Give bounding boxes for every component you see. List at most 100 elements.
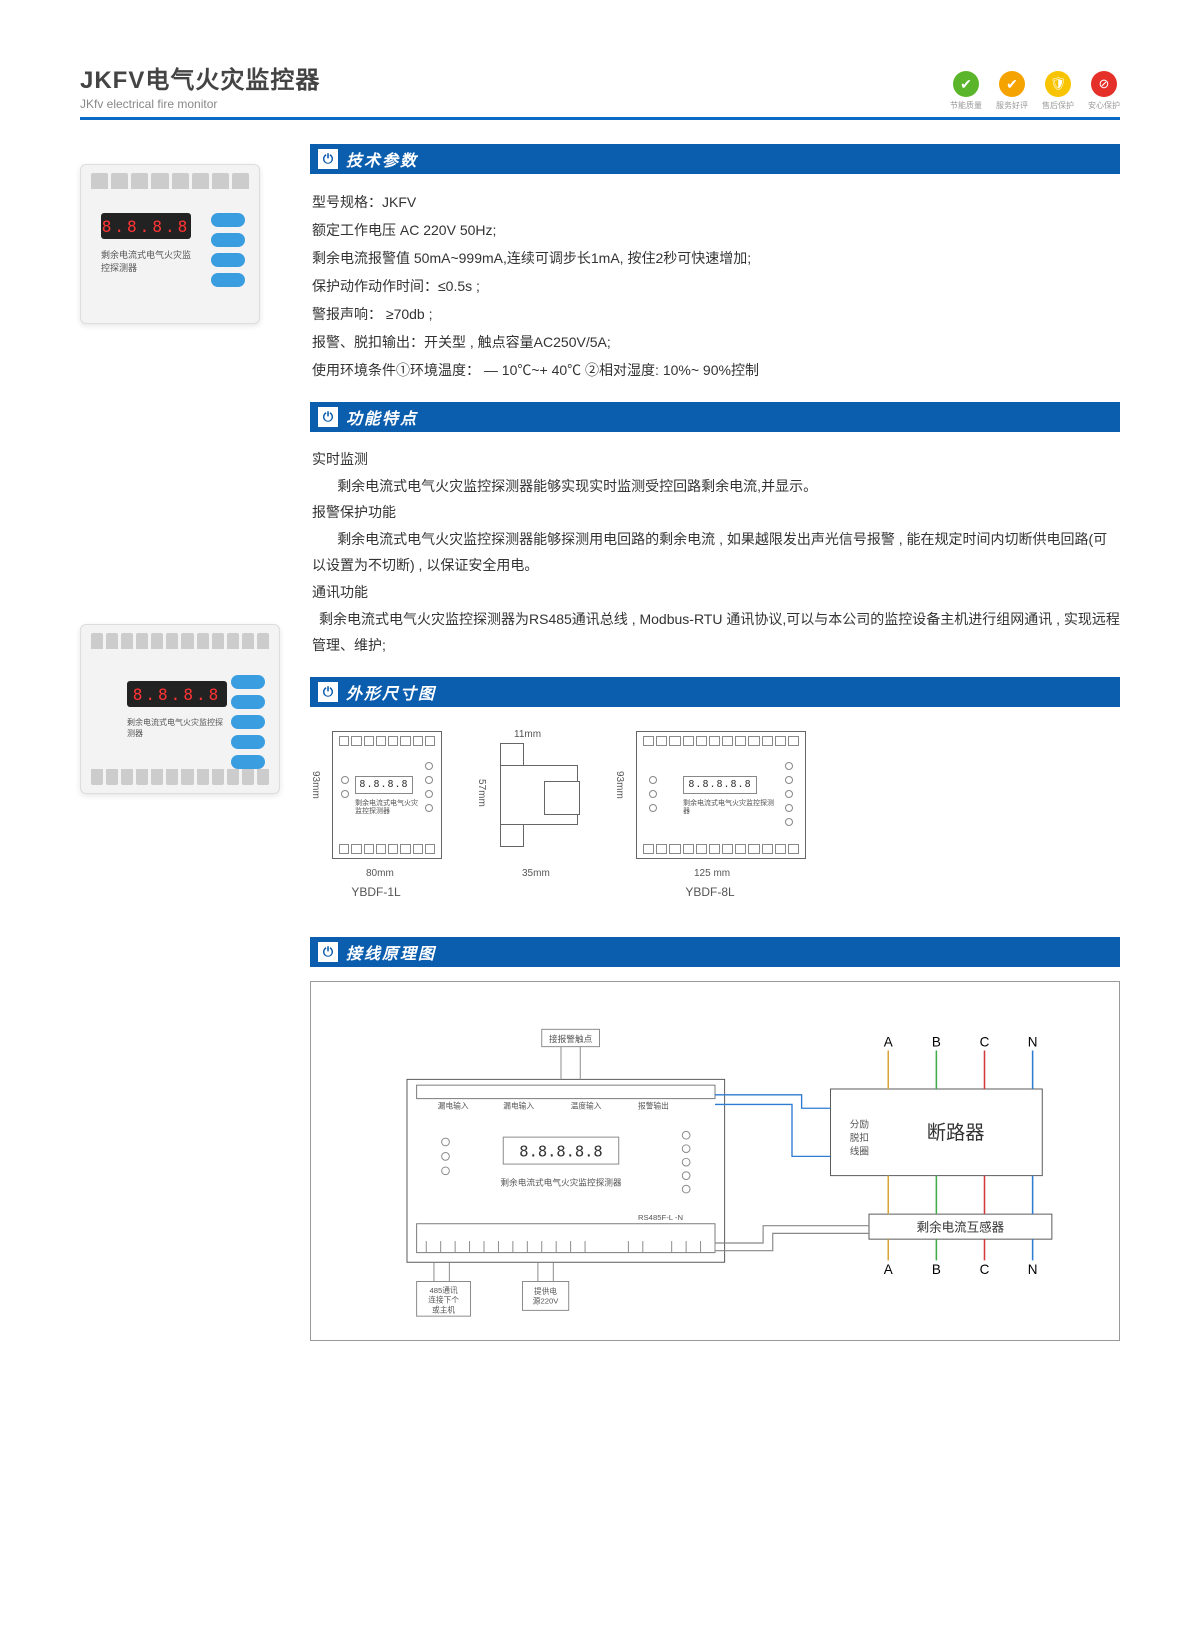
- svg-text:温度输入: 温度输入: [571, 1100, 602, 1110]
- svg-text:报警输出: 报警输出: [638, 1100, 669, 1110]
- svg-text:提供电: 提供电: [534, 1286, 557, 1296]
- dim-side-w: 35mm: [522, 868, 550, 879]
- dim-width: 125 mm: [694, 868, 730, 879]
- badge: ✔ 服务好评: [996, 71, 1028, 111]
- dim-front-2: 8.8.8.8.8 剩余电流式电气火灾监控探测器 9: [614, 731, 806, 899]
- section-title: 外形尺寸图: [346, 680, 436, 704]
- svg-text:C: C: [980, 1034, 990, 1049]
- svg-text:485通讯: 485通讯: [429, 1285, 458, 1295]
- dim-height: 93mm: [614, 771, 625, 799]
- svg-text:N: N: [1028, 1034, 1038, 1049]
- svg-text:B: B: [932, 1262, 941, 1277]
- svg-text:N: N: [1028, 1262, 1038, 1277]
- power-icon: ⏻: [318, 682, 338, 702]
- dim-caption: YBDF-8L: [685, 885, 734, 899]
- svg-text:分励: 分励: [850, 1118, 869, 1130]
- dim-label-text: 剩余电流式电气火灾监控探测器: [355, 800, 419, 817]
- spec-list: 型号规格：JKFV 额定工作电压 AC 220V 50Hz; 剩余电流报警值 5…: [310, 188, 1120, 384]
- feature-heading: 报警保护功能: [312, 499, 1120, 526]
- section-bar-dim: ⏻ 外形尺寸图: [310, 677, 1120, 707]
- dim-display: 8.8.8.8: [355, 776, 413, 794]
- device-label-text: 剩余电流式电气火灾监控探测器: [127, 717, 223, 739]
- feature-heading: 实时监测: [312, 446, 1120, 473]
- device-display: 8.8.8.8: [127, 681, 227, 707]
- badge-icon: 🛡: [1045, 71, 1071, 97]
- badge-label: 售后保护: [1042, 100, 1074, 111]
- spec-line: 型号规格：JKFV: [312, 188, 1120, 216]
- svg-text:剩余电流互感器: 剩余电流互感器: [917, 1219, 1005, 1234]
- badge-row: ✔ 节能质量 ✔ 服务好评 🛡 售后保护 ⊘ 安心保护: [950, 71, 1120, 111]
- svg-text:源220V: 源220V: [533, 1296, 560, 1305]
- dim-caption: YBDF-1L: [351, 885, 400, 899]
- svg-text:8.8.8.8.8: 8.8.8.8.8: [519, 1142, 602, 1160]
- spec-line: 保护动作动作时间：≤0.5s ;: [312, 272, 1120, 300]
- spec-line: 警报声响： ≥70db ;: [312, 300, 1120, 328]
- svg-text:C: C: [980, 1262, 990, 1277]
- svg-text:线圈: 线圈: [850, 1145, 869, 1157]
- feature-text: 剩余电流式电气火灾监控探测器能够探测用电回路的剩余电流 , 如果越限发出声光信号…: [312, 526, 1120, 579]
- section-bar-feat: ⏻ 功能特点: [310, 402, 1120, 432]
- product-photo-large: 8.8.8.8 剩余电流式电气火灾监控探测器: [80, 624, 280, 794]
- header-rule: [80, 117, 1120, 120]
- section-title: 功能特点: [346, 405, 418, 429]
- svg-text:脱扣: 脱扣: [850, 1132, 869, 1144]
- spec-line: 剩余电流报警值 50mA~999mA,连续可调步长1mA, 按住2秒可快速增加;: [312, 244, 1120, 272]
- svg-text:A: A: [884, 1262, 893, 1277]
- title-block: JKFV电气火灾监控器 JKfv electrical fire monitor: [80, 60, 320, 111]
- svg-text:A: A: [884, 1034, 893, 1049]
- section-bar-spec: ⏻ 技术参数: [310, 144, 1120, 174]
- power-icon: ⏻: [318, 942, 338, 962]
- dim-display: 8.8.8.8.8: [683, 776, 757, 794]
- wiring-device: 漏电输入 漏电输入 温度输入 报警输出 8.8.8.8.8 剩余电流式电气火灾监…: [407, 1079, 725, 1262]
- svg-text:漏电输入: 漏电输入: [503, 1100, 534, 1110]
- product-images-column: 8.8.8.8 剩余电流式电气火灾监控探测器 8.8.8.8 剩余电流式电气火灾…: [80, 144, 280, 1341]
- badge: ✔ 节能质量: [950, 71, 982, 111]
- power-icon: ⏻: [318, 407, 338, 427]
- dim-front-1: 8.8.8.8 剩余电流式电气火灾监控探测器 93mm 80mm: [310, 731, 442, 899]
- badge-label: 服务好评: [996, 100, 1028, 111]
- badge-icon: ✔: [953, 71, 979, 97]
- dim-caption: [526, 885, 529, 899]
- badge: ⊘ 安心保护: [1088, 71, 1120, 111]
- feature-block: 实时监测 剩余电流式电气火灾监控探测器能够实现实时监测受控回路剩余电流,并显示。…: [310, 446, 1120, 659]
- section-title: 接线原理图: [346, 940, 436, 964]
- feature-text: 剩余电流式电气火灾监控探测器能够实现实时监测受控回路剩余电流,并显示。: [312, 473, 1120, 500]
- dimension-diagrams: 8.8.8.8 剩余电流式电气火灾监控探测器 93mm 80mm: [310, 721, 1120, 919]
- section-bar-wire: ⏻ 接线原理图: [310, 937, 1120, 967]
- page-title-en: JKfv electrical fire monitor: [80, 97, 320, 111]
- badge-label: 节能质量: [950, 100, 982, 111]
- svg-text:RS485F-L -N: RS485F-L -N: [638, 1213, 683, 1222]
- svg-text:剩余电流式电气火灾监控探测器: 剩余电流式电气火灾监控探测器: [500, 1176, 622, 1187]
- page-header: JKFV电气火灾监控器 JKfv electrical fire monitor…: [80, 60, 1120, 111]
- svg-text:或主机: 或主机: [432, 1304, 455, 1314]
- badge: 🛡 售后保护: [1042, 71, 1074, 111]
- dim-top: 11mm: [514, 729, 541, 740]
- badge-label: 安心保护: [1088, 100, 1120, 111]
- page-title-cn: JKFV电气火灾监控器: [80, 60, 320, 95]
- wiring-diagram: 漏电输入 漏电输入 温度输入 报警输出 8.8.8.8.8 剩余电流式电气火灾监…: [310, 981, 1120, 1341]
- power-icon: ⏻: [318, 149, 338, 169]
- wiring-svg: 漏电输入 漏电输入 温度输入 报警输出 8.8.8.8.8 剩余电流式电气火灾监…: [331, 1012, 1099, 1320]
- spec-line: 使用环境条件①环境温度： — 10℃~+ 40℃ ②相对湿度: 10%~ 90%…: [312, 356, 1120, 384]
- svg-text:接报警触点: 接报警触点: [549, 1033, 593, 1044]
- spec-line: 报警、脱扣输出：开关型 , 触点容量AC250V/5A;: [312, 328, 1120, 356]
- content-column: ⏻ 技术参数 型号规格：JKFV 额定工作电压 AC 220V 50Hz; 剩余…: [310, 144, 1120, 1341]
- dim-label-text: 剩余电流式电气火灾监控探测器: [683, 800, 775, 817]
- device-display: 8.8.8.8: [101, 213, 191, 239]
- spec-line: 额定工作电压 AC 220V 50Hz;: [312, 216, 1120, 244]
- dim-side: 11mm 57mm 35mm: [472, 731, 584, 899]
- svg-text:B: B: [932, 1034, 941, 1049]
- badge-icon: ✔: [999, 71, 1025, 97]
- dim-height: 93mm: [310, 771, 321, 799]
- svg-text:漏电输入: 漏电输入: [438, 1100, 469, 1110]
- dim-width: 80mm: [366, 868, 394, 879]
- product-photo-small: 8.8.8.8 剩余电流式电气火灾监控探测器: [80, 164, 260, 324]
- svg-text:连接下个: 连接下个: [428, 1294, 459, 1304]
- device-label-text: 剩余电流式电气火灾监控探测器: [101, 249, 199, 274]
- feature-heading: 通讯功能: [312, 579, 1120, 606]
- svg-text:断路器: 断路器: [927, 1122, 985, 1144]
- feature-text: 剩余电流式电气火灾监控探测器为RS485通讯总线 , Modbus-RTU 通讯…: [312, 606, 1120, 659]
- dim-side-h: 57mm: [476, 779, 487, 807]
- section-title: 技术参数: [346, 147, 418, 171]
- badge-icon: ⊘: [1091, 71, 1117, 97]
